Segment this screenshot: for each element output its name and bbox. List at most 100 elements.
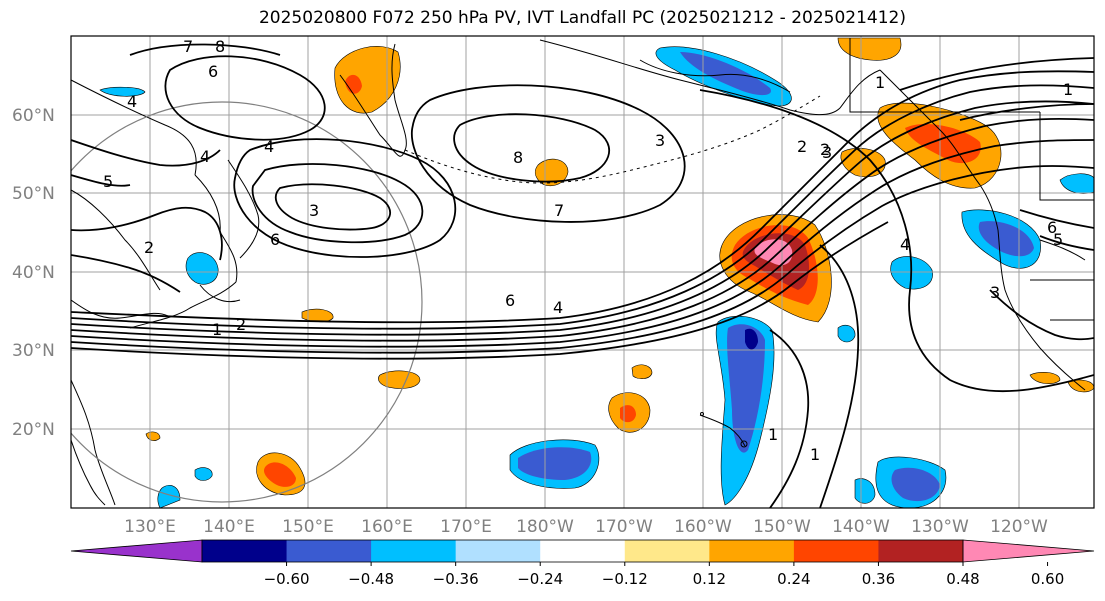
contour-label: 1 xyxy=(810,445,820,464)
positive-anomaly-region xyxy=(334,46,401,114)
colorbar-outline xyxy=(201,539,964,563)
contour-label: 2 xyxy=(797,137,807,156)
colorbar-extension-high xyxy=(962,539,1095,563)
negative-anomaly-region xyxy=(854,478,876,504)
lon-label: 160°W xyxy=(674,517,732,537)
contour-labels: 8 7 6 4 5 4 3 2 1 2 8 7 6 4 3 2 1 1 2 3 … xyxy=(103,37,1073,464)
contour-label: 8 xyxy=(513,148,523,167)
contour-label: 6 xyxy=(505,291,515,310)
contour-label: 7 xyxy=(554,201,564,220)
positive-anomaly-core xyxy=(264,462,296,487)
contour-label: 5 xyxy=(1053,230,1063,249)
colorbar-segment xyxy=(371,540,457,562)
negative-anomaly-region xyxy=(1059,173,1094,194)
contour-label: 4 xyxy=(264,137,274,156)
contour-label: 3 xyxy=(309,201,319,220)
colorbar-tick-label: 0.12 xyxy=(693,570,726,588)
positive-anomaly-core xyxy=(345,74,362,94)
lon-label: 160°E xyxy=(361,517,413,537)
colorbar-tick-label: 0.24 xyxy=(777,570,810,588)
contour-label: 5 xyxy=(103,172,113,191)
positive-anomaly-region xyxy=(1029,371,1061,384)
colorbar: −0.60 −0.48 −0.36 −0.24 −0.12 0.12 0.24 0.36 0.4… xyxy=(70,539,1095,588)
pv-contours xyxy=(71,43,1094,508)
colorbar-segment xyxy=(202,540,288,562)
lat-label: 40°N xyxy=(12,263,55,283)
negative-anomaly-region xyxy=(837,324,856,343)
lat-label: 20°N xyxy=(12,420,55,440)
lon-label: 170°W xyxy=(595,517,653,537)
negative-anomaly-core xyxy=(978,221,1034,257)
colorbar-segment xyxy=(624,540,710,562)
positive-anomaly-region xyxy=(534,158,569,187)
contour-label: 7 xyxy=(183,37,193,56)
contour-label: 4 xyxy=(127,92,137,111)
colorbar-tick-label: −0.36 xyxy=(433,570,479,588)
negative-anomaly-core xyxy=(891,467,940,502)
contour-label: 8 xyxy=(215,37,225,56)
distance-ring xyxy=(71,101,423,503)
negative-anomaly-core xyxy=(518,447,592,480)
contour-label: 4 xyxy=(553,298,563,317)
contour-label: 1 xyxy=(212,320,222,339)
colorbar-tick-label: 0.48 xyxy=(946,570,979,588)
contour-label: 2 xyxy=(820,140,830,159)
positive-anomaly-peak xyxy=(754,239,793,266)
colorbar-segment xyxy=(878,540,964,562)
longitude-axis: 130°E 140°E 150°E 160°E 170°E 180°W 170°… xyxy=(124,517,1048,537)
contour-label: 1 xyxy=(768,425,778,444)
colorbar-tick-label: −0.24 xyxy=(517,570,563,588)
latitude-axis: 60°N 50°N 40°N 30°N 20°N xyxy=(12,106,55,440)
lon-label: 170°E xyxy=(440,517,492,537)
colorbar-extension-low xyxy=(70,539,203,563)
graticule xyxy=(71,36,1094,508)
lat-label: 50°N xyxy=(12,184,55,204)
positive-anomaly-region xyxy=(301,308,334,323)
positive-anomaly-region xyxy=(837,37,902,61)
lon-label: 130°W xyxy=(911,517,969,537)
negative-anomaly-peak xyxy=(745,328,758,350)
colorbar-segment xyxy=(709,540,795,562)
colorbar-tick-label: 0.36 xyxy=(862,570,895,588)
colorbar-segment xyxy=(286,540,372,562)
map-title: 2025020800 F072 250 hPa PV, IVT Landfall… xyxy=(258,8,906,28)
colorbar-segment xyxy=(540,540,626,562)
contour-label: 4 xyxy=(900,235,910,254)
contour-label: 2 xyxy=(144,238,154,257)
negative-anomaly-region xyxy=(194,467,213,481)
contour-label: 4 xyxy=(200,147,210,166)
colorbar-tick-label: −0.60 xyxy=(264,570,310,588)
colorbar-tick-label: 0.60 xyxy=(1031,570,1064,588)
contour-label: 1 xyxy=(1063,80,1073,99)
contour-label: 3 xyxy=(990,283,1000,302)
lon-label: 180°W xyxy=(516,517,574,537)
contour-label: 6 xyxy=(1047,218,1057,237)
colorbar-segment xyxy=(455,540,541,562)
contour-label: 6 xyxy=(208,62,218,81)
negative-anomaly-core xyxy=(727,324,765,453)
negative-anomaly-region xyxy=(185,252,219,285)
contour-label: 2 xyxy=(236,315,246,334)
lon-label: 120°W xyxy=(990,517,1048,537)
lat-label: 60°N xyxy=(12,106,55,126)
colorbar-tick-label: −0.12 xyxy=(602,570,648,588)
contour-label: 1 xyxy=(875,73,885,92)
negative-anomaly-region xyxy=(157,485,181,508)
map-frame xyxy=(70,35,1095,509)
contour-label: 3 xyxy=(655,131,665,150)
map-plot-area: 8 7 6 4 5 4 3 2 1 2 8 7 6 4 3 2 1 1 2 3 … xyxy=(71,36,1094,508)
colorbar-segment xyxy=(793,540,879,562)
lon-label: 140°W xyxy=(832,517,890,537)
colorbar-tick-label: −0.48 xyxy=(348,570,394,588)
lon-label: 130°E xyxy=(124,517,176,537)
positive-anomaly-region xyxy=(631,364,653,379)
lat-label: 30°N xyxy=(12,341,55,361)
contour-label: 6 xyxy=(270,230,280,249)
negative-anomaly-region xyxy=(99,86,146,97)
contour-label: 3 xyxy=(822,143,832,162)
positive-anomaly-region xyxy=(378,370,421,389)
ivt-shading xyxy=(99,37,1094,508)
lon-label: 140°E xyxy=(203,517,255,537)
lon-label: 150°E xyxy=(282,517,334,537)
